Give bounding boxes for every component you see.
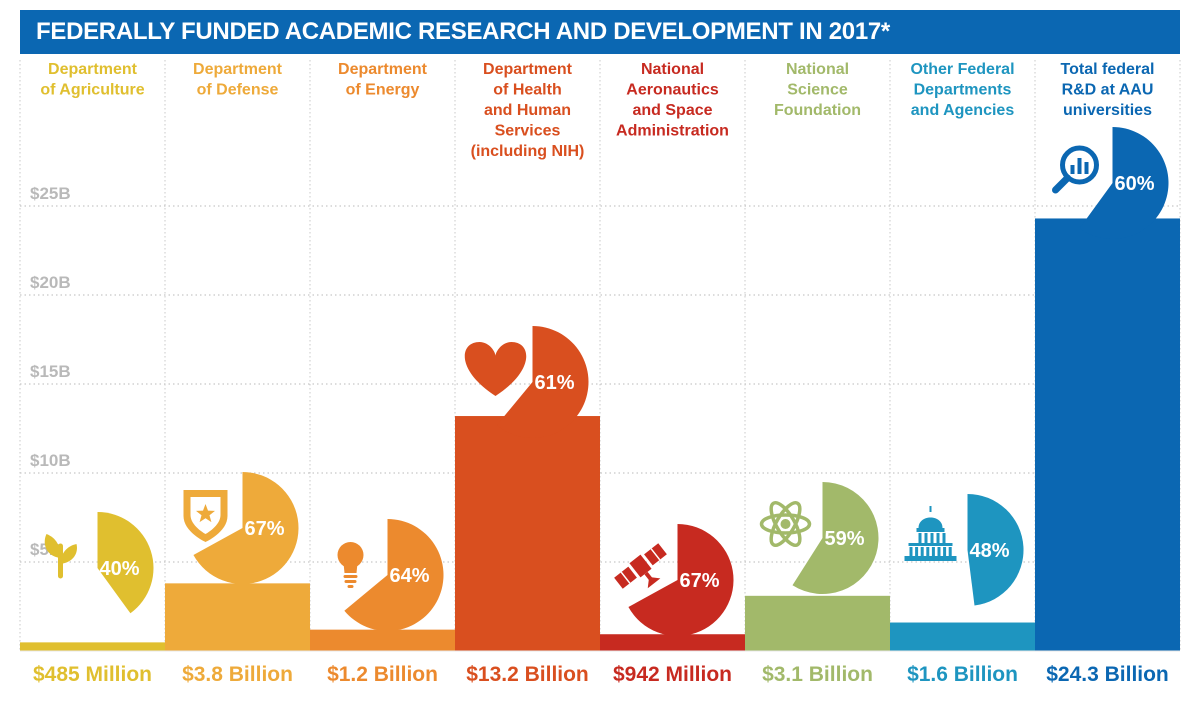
category-label: of Defense [197,82,279,99]
heart-icon [464,342,527,396]
percent-label: 61% [534,372,574,394]
category-label: Foundation [774,102,861,119]
category-label: and Agencies [911,102,1015,119]
category-label: Department [483,61,573,78]
percent-label: 60% [1114,173,1154,195]
category-label: and Human [484,102,571,119]
bar-nasa [600,634,745,651]
column-health: Department of Health and Human Services (inc… [455,61,600,686]
percent-label: 64% [389,565,429,587]
y-tick-label: $25B [30,184,71,203]
percent-label: 67% [244,518,284,540]
category-label: Department [48,61,138,78]
bar-defense [165,583,310,651]
category-label: Department [193,61,283,78]
column-total: Total federal R&D at AAU universities 60% $2… [1035,61,1180,686]
category-label: Administration [616,123,729,140]
percent-wedge-health [496,326,589,438]
percent-wedge-total [1079,127,1169,240]
percent-wedge-defense [193,472,299,584]
category-label: of Energy [346,82,420,99]
category-label: Services [495,123,561,140]
column-nsf: National Science Foundation 59% $3.1 Billion [745,61,890,686]
atom-icon [759,500,812,548]
category-label: Aeronautics [626,82,719,99]
capitol-icon [904,506,957,561]
column-energy: Department of Energy 64% $1.2 Billion [310,61,455,686]
category-label: R&D at AAU [1062,82,1154,99]
sprout-icon [44,534,77,579]
value-label: $1.2 Billion [327,663,438,686]
y-tick-label: $15B [30,362,71,381]
value-label: $3.1 Billion [762,663,873,686]
shield-star-icon [183,490,228,542]
percent-wedge-agriculture [97,512,154,614]
value-label: $3.8 Billion [182,663,293,686]
column-agriculture: Department of Agriculture 40% $485 Million [20,61,165,686]
category-label: and Space [632,102,712,119]
category-label: National [786,61,849,78]
bar-energy [310,629,455,651]
category-label: (including NIH) [471,143,585,160]
category-label: Total federal [1061,61,1155,78]
percent-wedge-energy [344,519,444,631]
lightbulb-icon [337,542,364,588]
percent-label: 67% [679,570,719,592]
bar-nsf [745,595,890,651]
value-label: $13.2 Billion [466,663,589,686]
category-label: Science [787,82,848,99]
column-other: Other Federal Departments and Agencies 48% $… [890,61,1035,686]
chart-title: FEDERALLY FUNDED ACADEMIC RESEARCH AND D… [20,10,1180,54]
y-tick-label: $20B [30,273,71,292]
category-label: National [641,61,704,78]
percent-wedge-other [967,494,1024,606]
value-label: $485 Million [33,663,152,686]
category-label: of Health [493,82,561,99]
column-defense: Department of Defense 67% $3.8 Billion [165,61,310,686]
value-label: $24.3 Billion [1046,663,1169,686]
percent-wedge-nsf [792,482,879,594]
percent-label: 59% [824,528,864,550]
magnifier-chart-icon [1052,145,1099,194]
category-label: Department [338,61,428,78]
y-tick-label: $10B [30,451,71,470]
bar-total [1035,218,1180,651]
bar-health [455,416,600,651]
percent-wedge-nasa [628,524,734,637]
category-label: Other Federal [910,61,1014,78]
column-nasa: National Aeronautics and Space Administrati… [600,61,745,686]
category-label: of Agriculture [40,82,144,99]
bar-other [890,622,1035,651]
satellite-icon [614,543,667,589]
percent-label: 40% [99,558,139,580]
value-label: $942 Million [613,663,732,686]
category-label: Departments [914,82,1012,99]
bar-agriculture [20,642,165,651]
category-label: universities [1063,102,1152,119]
value-label: $1.6 Billion [907,663,1018,686]
percent-label: 48% [969,540,1009,562]
